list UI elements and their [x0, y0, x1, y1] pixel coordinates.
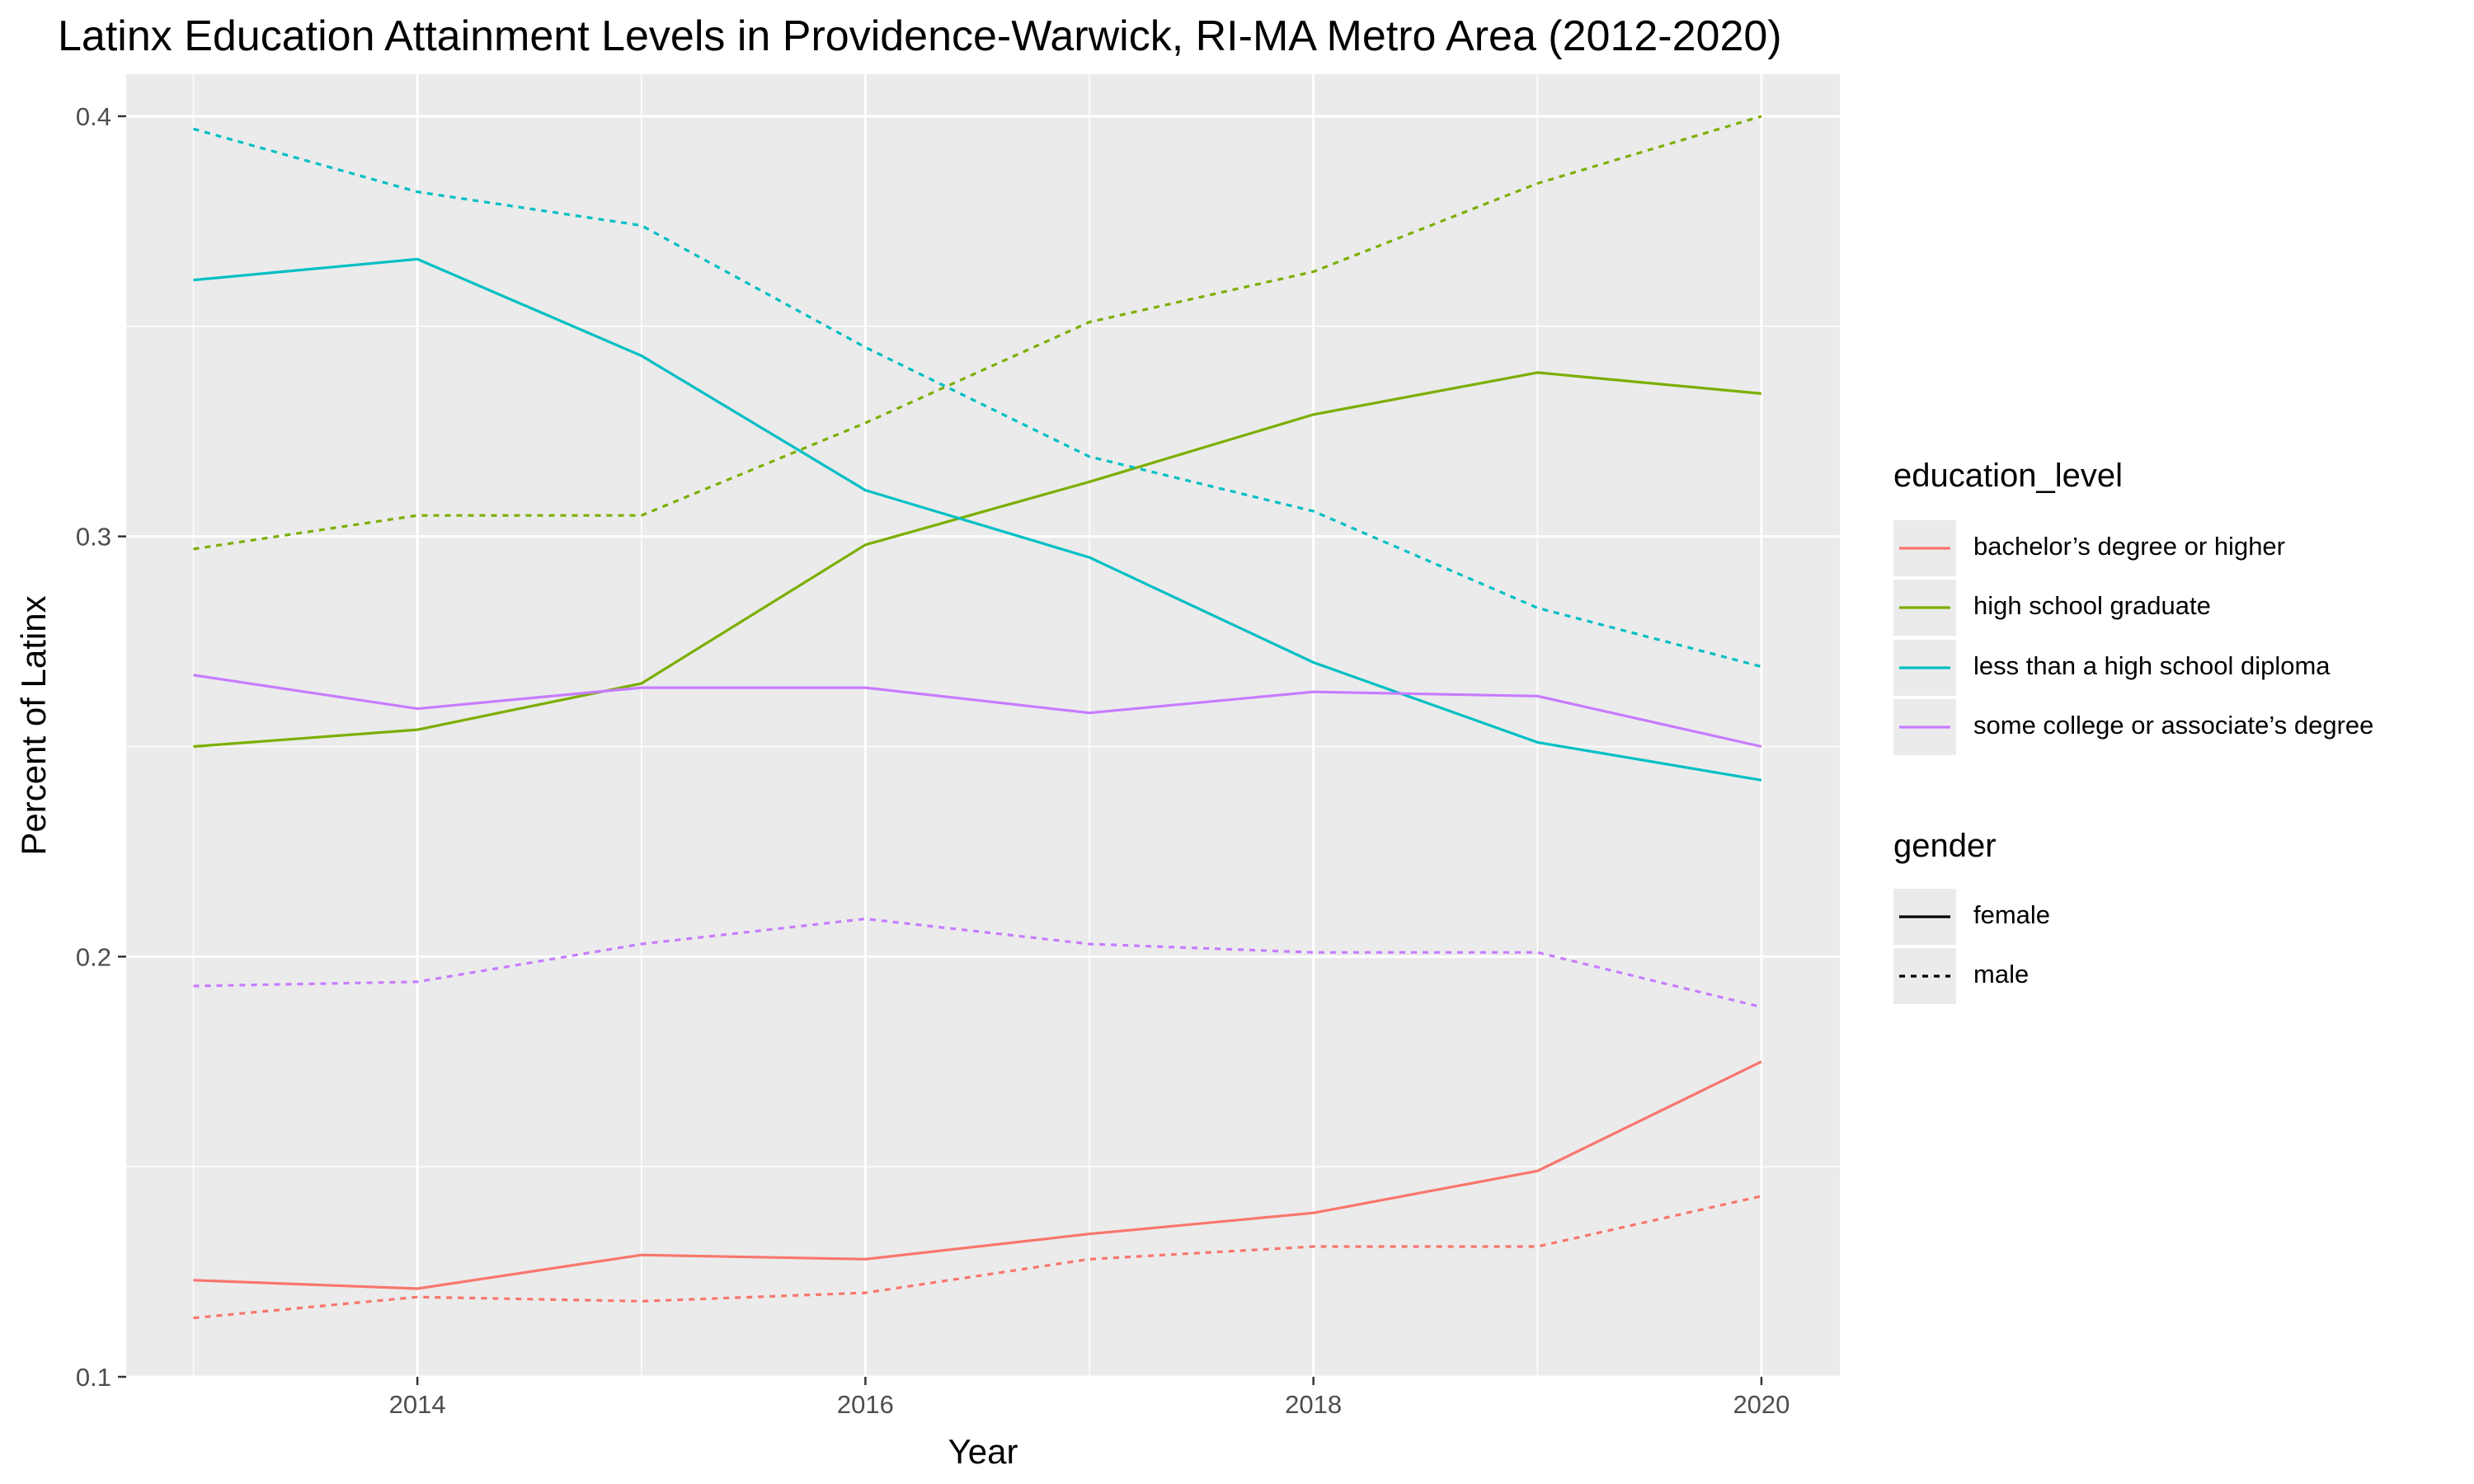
series-line-less-than-a-high-school-diploma-female — [193, 257, 1762, 782]
legend-label-high-school: high school graduate — [1973, 591, 2211, 620]
legend-label-some-college: some college or associate’s degree — [1973, 711, 2374, 740]
x-tick-label: 2016 — [837, 1390, 894, 1419]
y-tick-label: 0.2 — [76, 942, 111, 971]
legend-label-bachelors: bachelor’s degree or higher — [1973, 532, 2285, 561]
series-line-some-college-or-associate-s-degree-male — [193, 917, 1762, 1009]
series-line-less-than-a-high-school-diploma-male — [193, 127, 1762, 669]
y-tick-label: 0.3 — [76, 523, 111, 552]
x-tick-label: 2018 — [1285, 1390, 1342, 1419]
y-tick-label: 0.1 — [76, 1363, 111, 1392]
y-axis-label: Percent of Latinx — [14, 595, 53, 855]
series-line-some-college-or-associate-s-degree-female — [193, 674, 1762, 749]
chart-title: Latinx Education Attainment Levels in Pr… — [58, 12, 1782, 60]
legend-title-education-level: education_level — [1893, 458, 2123, 494]
y-tick-label: 0.4 — [76, 102, 111, 131]
legend-label-female: female — [1973, 900, 2051, 929]
legend-label-male: male — [1973, 960, 2030, 989]
series-line-high-school-graduate-female — [193, 371, 1762, 749]
series-line-bachelor-s-degree-or-higher-male — [193, 1195, 1762, 1320]
x-tick-label: 2020 — [1733, 1390, 1790, 1419]
series-line-bachelor-s-degree-or-higher-female — [193, 1060, 1762, 1290]
x-axis-label: Year — [948, 1432, 1018, 1471]
legend-label-less-than-high-school: less than a high school diploma — [1973, 651, 2331, 680]
legend-title-gender: gender — [1893, 828, 1997, 864]
x-tick-label: 2014 — [389, 1390, 446, 1419]
plot-panel — [126, 74, 1840, 1377]
